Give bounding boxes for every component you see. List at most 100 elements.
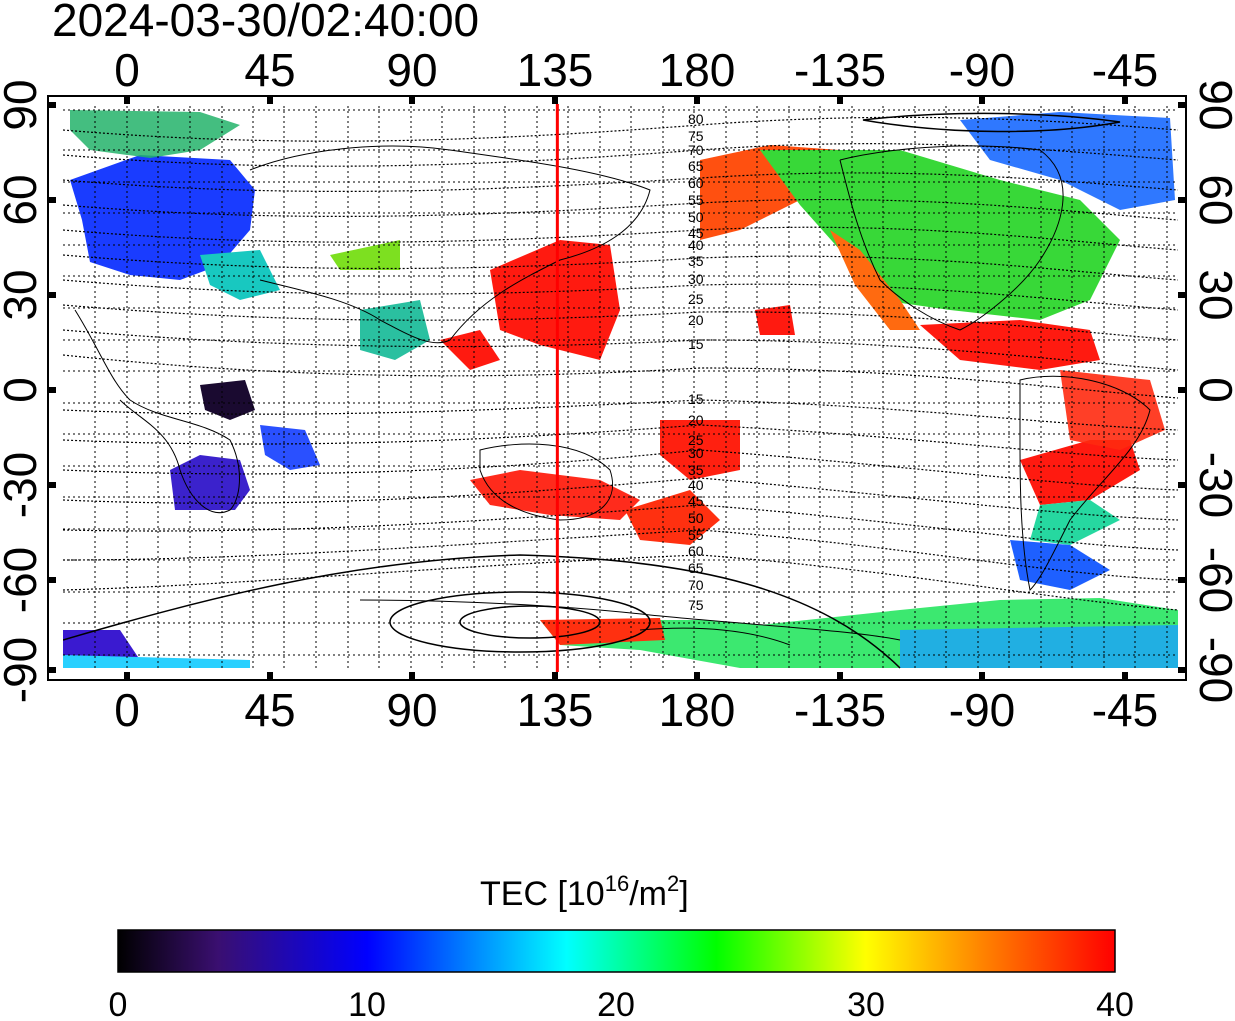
- lon-tick-label: 45: [244, 44, 295, 96]
- tec-south-cyan-strip: [63, 655, 250, 668]
- lon-tick-label: 180: [659, 684, 736, 736]
- lat-axis-right: 90 60 30 0 -30 -60 -90: [1190, 79, 1235, 703]
- contour-label: 45: [688, 225, 704, 241]
- contour-label: 60: [688, 543, 704, 559]
- lon-tick-label: 135: [517, 44, 594, 96]
- lon-tick-label: 135: [517, 684, 594, 736]
- colorbar-label: TEC [1016/m2]: [480, 871, 689, 913]
- contour-labels-north: 80 75 70 65 60 55 50 45 40 35 30 25 20 1…: [688, 111, 704, 352]
- colorbar-tick-label: 10: [348, 986, 386, 1021]
- contour-label: 80: [688, 111, 704, 127]
- lat-tick-label: -60: [0, 547, 46, 613]
- contour-labels-south: 15 20 25 30 35 40 45 50 55 60 65 70 75: [688, 391, 704, 613]
- coastlines: [74, 145, 1151, 646]
- lat-tick-label: -60: [1190, 547, 1235, 613]
- lat-tick-label: 0: [1190, 377, 1235, 403]
- lon-tick-label: -45: [1092, 44, 1158, 96]
- colorbar-tick-label: 0: [109, 986, 128, 1021]
- tec-europe-blue: [70, 155, 255, 280]
- lat-tick-label: -30: [1190, 452, 1235, 518]
- tec-east-africa: [260, 425, 320, 470]
- graticule: [63, 104, 1178, 669]
- lat-tick-label: -90: [1190, 637, 1235, 703]
- colorbar-gradient: [117, 929, 1116, 973]
- colorbar-tick-label: 30: [847, 986, 885, 1021]
- contour-label: 25: [688, 291, 704, 307]
- tec-south-pole-left: [63, 630, 140, 662]
- contour-label: 70: [688, 142, 704, 158]
- tec-middle-east: [360, 300, 430, 360]
- contour-label: 50: [688, 510, 704, 526]
- lat-tick-label: -30: [0, 452, 46, 518]
- contour-label: 30: [688, 271, 704, 287]
- contour-label: 65: [688, 560, 704, 576]
- contour-label: 40: [688, 477, 704, 493]
- contour-label: 15: [688, 336, 704, 352]
- tec-australia: [470, 470, 640, 520]
- colorbar-tick-label: 20: [597, 986, 635, 1021]
- colorbar-tick-label: 40: [1096, 986, 1134, 1021]
- contour-label: 70: [688, 577, 704, 593]
- contour-label: 30: [688, 445, 704, 461]
- lon-axis-bottom: 0 45 90 135 180 -135 -90 -45: [114, 684, 1158, 736]
- lon-tick-label: 0: [114, 44, 140, 96]
- tec-europe-edge: [70, 110, 240, 158]
- tec-europe-cyan: [200, 250, 280, 300]
- lat-tick-label: 30: [1190, 269, 1235, 320]
- lon-tick-label: 90: [386, 684, 437, 736]
- magnetic-pole-contours: [63, 112, 1121, 669]
- contour-label: 35: [688, 253, 704, 269]
- contour-label: 55: [688, 527, 704, 543]
- lon-tick-label: -45: [1092, 684, 1158, 736]
- tec-africa-dark: [200, 380, 255, 420]
- lat-tick-label: 60: [0, 174, 46, 225]
- tec-canada-arctic: [960, 112, 1175, 210]
- tec-hawaii: [755, 305, 795, 335]
- tec-south-america-mid: [1030, 500, 1120, 545]
- lon-tick-label: -90: [949, 684, 1015, 736]
- contour-label: 60: [688, 175, 704, 191]
- colorbar-ticks: 0 10 20 30 40: [109, 986, 1134, 1021]
- tec-antarctic-red: [540, 618, 665, 645]
- contour-label: 65: [688, 158, 704, 174]
- colorbar: TEC [1016/m2] 0 10 20 30 40: [109, 871, 1134, 1021]
- lat-tick-label: -90: [0, 637, 46, 703]
- lon-tick-label: 45: [244, 684, 295, 736]
- contour-label: 45: [688, 493, 704, 509]
- contour-label: 20: [688, 312, 704, 328]
- lat-tick-label: 30: [0, 269, 46, 320]
- lon-tick-label: 0: [114, 684, 140, 736]
- lat-tick-label: 0: [0, 377, 46, 403]
- contour-label: 50: [688, 209, 704, 225]
- timestamp-title: 2024-03-30/02:40:00: [52, 0, 479, 46]
- contour-label: 35: [688, 462, 704, 478]
- contour-label: 25: [688, 432, 704, 448]
- magnetic-contours: [63, 116, 1178, 611]
- tec-new-zealand: [625, 490, 720, 545]
- contour-label: 15: [688, 391, 704, 407]
- tec-data-layer: [63, 110, 1178, 668]
- tec-north-america: [760, 150, 1120, 320]
- lon-tick-label: 180: [659, 44, 736, 96]
- frame-ticks: [48, 96, 1186, 680]
- lon-tick-label: -135: [794, 44, 886, 96]
- lat-tick-label: 60: [1190, 174, 1235, 225]
- contour-label: 40: [688, 237, 704, 253]
- tec-na-west-coast: [830, 230, 920, 330]
- map-panel: 80 75 70 65 60 55 50 45 40 35 30 25 20 1…: [47, 95, 1187, 681]
- tec-antarctic-blue: [900, 625, 1178, 668]
- tec-central-america: [920, 320, 1100, 370]
- lat-tick-label: 90: [0, 79, 46, 130]
- lon-tick-label: 90: [386, 44, 437, 96]
- tec-japan: [490, 240, 620, 360]
- lat-axis-left: 90 60 30 0 -30 -60 -90: [0, 79, 46, 703]
- contour-label: 20: [688, 412, 704, 428]
- lat-tick-label: 90: [1190, 79, 1235, 130]
- contour-label: 75: [688, 597, 704, 613]
- lon-axis-top: 0 45 90 135 180 -135 -90 -45: [114, 44, 1158, 96]
- lon-tick-label: -90: [949, 44, 1015, 96]
- tec-patagonia: [1010, 540, 1110, 590]
- contour-label: 55: [688, 192, 704, 208]
- contour-label: 75: [688, 128, 704, 144]
